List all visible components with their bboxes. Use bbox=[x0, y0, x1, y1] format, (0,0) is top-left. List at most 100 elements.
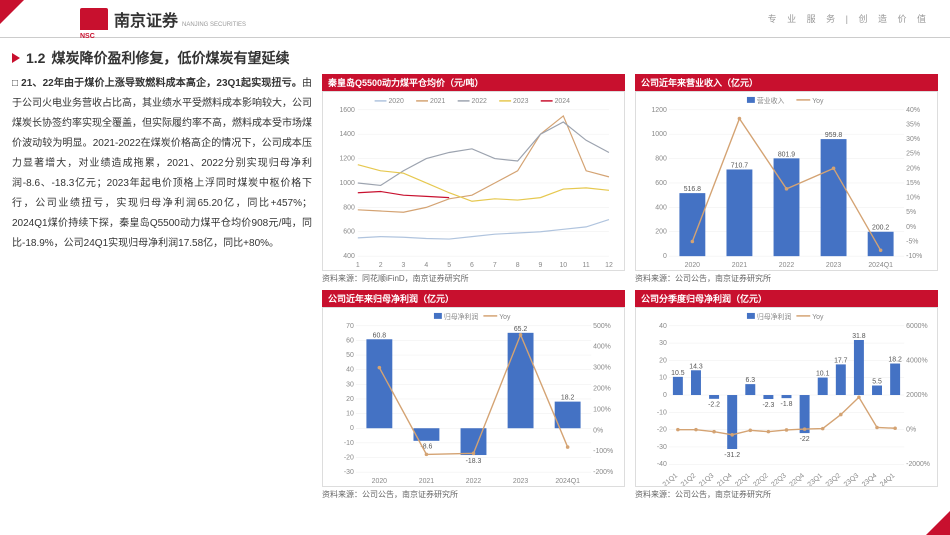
svg-text:22Q1: 22Q1 bbox=[734, 472, 752, 486]
svg-text:2: 2 bbox=[379, 262, 383, 269]
svg-text:40: 40 bbox=[659, 323, 667, 330]
svg-text:60.8: 60.8 bbox=[373, 332, 387, 339]
svg-text:-18.3: -18.3 bbox=[466, 458, 482, 465]
svg-text:Yoy: Yoy bbox=[499, 314, 511, 321]
svg-text:12: 12 bbox=[605, 262, 613, 269]
svg-text:70: 70 bbox=[346, 323, 354, 330]
chart-1-title: 秦皇岛Q5500动力煤平仓均价（元/吨） bbox=[322, 74, 625, 91]
svg-text:Yoy: Yoy bbox=[812, 314, 824, 321]
svg-text:0%: 0% bbox=[593, 427, 603, 434]
svg-text:10.1: 10.1 bbox=[816, 371, 830, 378]
svg-text:3: 3 bbox=[402, 262, 406, 269]
svg-text:2020: 2020 bbox=[685, 262, 701, 269]
body-text: □ 21、22年由于煤价上涨导致燃料成本高企，23Q1起实现扭亏。由于公司火电业… bbox=[12, 74, 312, 500]
chart-1-source: 资料来源：同花顺iFinD，南京证券研究所 bbox=[322, 273, 625, 284]
svg-text:2020: 2020 bbox=[388, 98, 404, 105]
svg-text:200.2: 200.2 bbox=[872, 225, 889, 232]
logo: 南京证券 NANJING SECURITIES bbox=[80, 7, 246, 31]
svg-text:1600: 1600 bbox=[339, 107, 355, 114]
svg-text:800: 800 bbox=[343, 204, 355, 211]
svg-text:22Q3: 22Q3 bbox=[770, 472, 788, 486]
svg-text:21Q3: 21Q3 bbox=[698, 472, 716, 486]
page-header: 南京证券 NANJING SECURITIES 专 业 服 务 | 创 造 价 … bbox=[0, 0, 950, 38]
svg-text:-30: -30 bbox=[657, 444, 667, 451]
chart-3-title: 公司近年来归母净利润（亿元） bbox=[322, 290, 625, 307]
svg-text:14.3: 14.3 bbox=[689, 363, 703, 370]
svg-text:2024: 2024 bbox=[555, 98, 571, 105]
svg-text:23Q4: 23Q4 bbox=[861, 472, 879, 486]
svg-text:10: 10 bbox=[559, 262, 567, 269]
tagline: 专 业 服 务 | 创 造 价 值 bbox=[768, 12, 930, 25]
svg-text:-100%: -100% bbox=[593, 448, 613, 455]
svg-text:17.7: 17.7 bbox=[834, 357, 848, 364]
svg-text:归母净利润: 归母净利润 bbox=[757, 312, 792, 321]
svg-text:2023: 2023 bbox=[513, 478, 529, 485]
chart-4-title: 公司分季度归母净利润（亿元） bbox=[635, 290, 938, 307]
chart-3-body: 归母净利润Yoy-30-20-10010203040506070-200%-10… bbox=[322, 307, 625, 487]
content-area: □ 21、22年由于煤价上涨导致燃料成本高企，23Q1起实现扭亏。由于公司火电业… bbox=[0, 74, 950, 500]
svg-text:-2.2: -2.2 bbox=[708, 402, 720, 409]
section-title-text: 煤炭降价盈利修复，低价煤炭有望延续 bbox=[51, 48, 289, 68]
svg-text:2023: 2023 bbox=[826, 262, 842, 269]
svg-text:归母净利润: 归母净利润 bbox=[444, 312, 479, 321]
svg-text:65.2: 65.2 bbox=[514, 326, 528, 333]
svg-text:200%: 200% bbox=[593, 386, 611, 393]
svg-text:-2000%: -2000% bbox=[906, 461, 930, 468]
bullet-icon bbox=[12, 53, 20, 63]
svg-text:23Q3: 23Q3 bbox=[843, 472, 861, 486]
svg-text:4000%: 4000% bbox=[906, 357, 928, 364]
svg-text:Yoy: Yoy bbox=[812, 98, 824, 105]
svg-text:8: 8 bbox=[516, 262, 520, 269]
svg-text:25%: 25% bbox=[906, 151, 920, 158]
svg-text:31.8: 31.8 bbox=[852, 333, 866, 340]
svg-text:2021: 2021 bbox=[419, 478, 435, 485]
svg-text:500%: 500% bbox=[593, 323, 611, 330]
charts-grid: 秦皇岛Q5500动力煤平仓均价（元/吨） 2020202120222023202… bbox=[322, 74, 938, 500]
corner-decoration-br bbox=[926, 511, 950, 535]
chart-2: 公司近年来营业收入（亿元） 营业收入Yoy0200400600800100012… bbox=[635, 74, 938, 284]
body-paragraph: 由于公司火电业务营收占比高，其业绩水平受燃料成本影响较大，公司煤炭长协签约率实现… bbox=[12, 78, 312, 249]
svg-text:1000: 1000 bbox=[651, 131, 667, 138]
svg-text:-22: -22 bbox=[800, 436, 810, 443]
svg-text:2022: 2022 bbox=[472, 98, 488, 105]
svg-text:5.5: 5.5 bbox=[872, 379, 882, 386]
svg-text:2021: 2021 bbox=[430, 98, 446, 105]
svg-text:40: 40 bbox=[346, 367, 354, 374]
svg-text:-31.2: -31.2 bbox=[724, 452, 740, 459]
svg-text:-200%: -200% bbox=[593, 469, 613, 476]
svg-text:22Q4: 22Q4 bbox=[788, 472, 806, 486]
chart-1-body: 2020202120222023202440060080010001200140… bbox=[322, 91, 625, 271]
svg-text:400%: 400% bbox=[593, 344, 611, 351]
svg-text:23Q2: 23Q2 bbox=[825, 472, 843, 486]
svg-text:400: 400 bbox=[343, 253, 355, 260]
svg-text:20: 20 bbox=[659, 357, 667, 364]
svg-text:23Q1: 23Q1 bbox=[807, 472, 825, 486]
svg-text:2020: 2020 bbox=[372, 478, 388, 485]
svg-text:30: 30 bbox=[346, 381, 354, 388]
svg-text:21Q1: 21Q1 bbox=[662, 472, 680, 486]
svg-text:18.2: 18.2 bbox=[561, 395, 575, 402]
logo-text: 南京证券 bbox=[114, 7, 178, 31]
svg-text:24Q1: 24Q1 bbox=[879, 472, 897, 486]
svg-text:0: 0 bbox=[350, 425, 354, 432]
section-number: 1.2 bbox=[26, 50, 45, 66]
svg-text:40%: 40% bbox=[906, 107, 920, 114]
svg-text:1200: 1200 bbox=[339, 156, 355, 163]
svg-text:600: 600 bbox=[655, 180, 667, 187]
svg-text:60: 60 bbox=[346, 337, 354, 344]
svg-text:1400: 1400 bbox=[339, 131, 355, 138]
chart-4: 公司分季度归母净利润（亿元） 归母净利润Yoy-40-30-20-1001020… bbox=[635, 290, 938, 500]
svg-text:20: 20 bbox=[346, 396, 354, 403]
chart-4-body: 归母净利润Yoy-40-30-20-10010203040-2000%0%200… bbox=[635, 307, 938, 487]
svg-text:1000: 1000 bbox=[339, 180, 355, 187]
svg-text:21Q2: 21Q2 bbox=[680, 472, 698, 486]
svg-text:11: 11 bbox=[583, 262, 590, 269]
svg-text:30: 30 bbox=[659, 340, 667, 347]
svg-text:-2.3: -2.3 bbox=[762, 402, 774, 409]
svg-text:-40: -40 bbox=[657, 461, 667, 468]
svg-text:30%: 30% bbox=[906, 136, 920, 143]
svg-text:1: 1 bbox=[356, 262, 360, 269]
svg-text:22Q2: 22Q2 bbox=[752, 472, 770, 486]
svg-text:200: 200 bbox=[655, 229, 667, 236]
svg-text:-20: -20 bbox=[657, 427, 667, 434]
